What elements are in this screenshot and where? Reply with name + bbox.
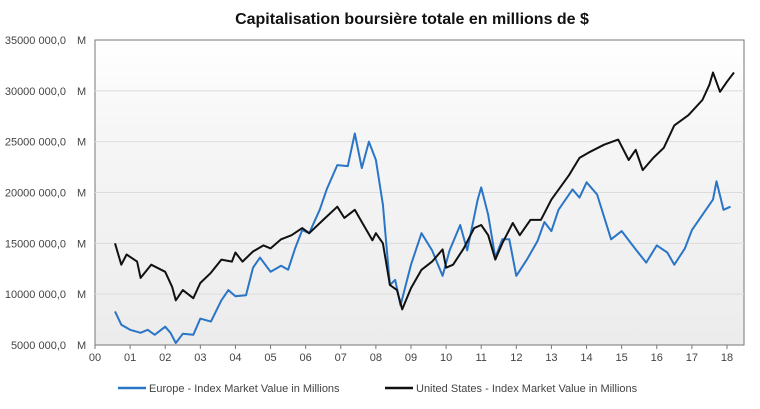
x-tick-label: 16 (651, 352, 663, 364)
x-tick-label: 09 (405, 352, 417, 364)
x-tick-label: 05 (264, 352, 276, 364)
y-tick-label: 20000 000,0 (5, 188, 66, 200)
y-tick-unit: M (77, 340, 86, 352)
x-tick-label: 10 (440, 352, 452, 364)
y-tick-label: 15000 000,0 (5, 238, 66, 250)
legend-label-us: United States - Index Market Value in Mi… (416, 383, 638, 395)
x-tick-label: 04 (229, 352, 241, 364)
y-axis: 5000 000,0 M 10000 000,0 M 15000 000,0 M 20000… (5, 35, 86, 352)
x-tick-label: 15 (616, 352, 628, 364)
y-tick-label: 10000 000,0 (5, 289, 66, 301)
y-tick-unit: M (77, 238, 86, 250)
x-tick-label: 00 (89, 352, 101, 364)
x-tick-label: 07 (335, 352, 347, 364)
x-tick-label: 02 (159, 352, 171, 364)
x-axis: 00 01 02 03 04 05 06 07 08 09 10 11 12 13 14 15 16 17 18 (89, 345, 733, 364)
x-tick-label: 01 (124, 352, 136, 364)
series-line-us (114, 71, 735, 311)
y-tick-label: 5000 000,0 (11, 340, 66, 352)
chart-title: Capitalisation boursière totale en milli… (235, 11, 589, 28)
gridlines (95, 90, 744, 295)
series-line-europe (114, 132, 731, 344)
legend-label-europe: Europe - Index Market Value in Millions (149, 383, 340, 395)
x-tick-label: 11 (476, 352, 487, 364)
x-tick-label: 08 (370, 352, 382, 364)
series-lines (114, 71, 735, 344)
x-tick-label: 17 (686, 352, 698, 364)
x-tick-label: 12 (510, 352, 522, 364)
y-tick-unit: M (77, 137, 86, 149)
y-tick-label: 25000 000,0 (5, 137, 66, 149)
x-tick-label: 06 (300, 352, 312, 364)
y-tick-unit: M (77, 35, 86, 47)
legend: Europe - Index Market Value in Millions … (118, 383, 638, 395)
y-tick-unit: M (77, 86, 86, 98)
y-tick-label: 35000 000,0 (5, 35, 66, 47)
x-tick-label: 13 (545, 352, 557, 364)
x-tick-label: 14 (580, 352, 592, 364)
y-tick-unit: M (77, 289, 86, 301)
y-tick-unit: M (77, 188, 86, 200)
x-tick-label: 03 (194, 352, 206, 364)
x-tick-label: 18 (721, 352, 733, 364)
y-tick-label: 30000 000,0 (5, 86, 66, 98)
